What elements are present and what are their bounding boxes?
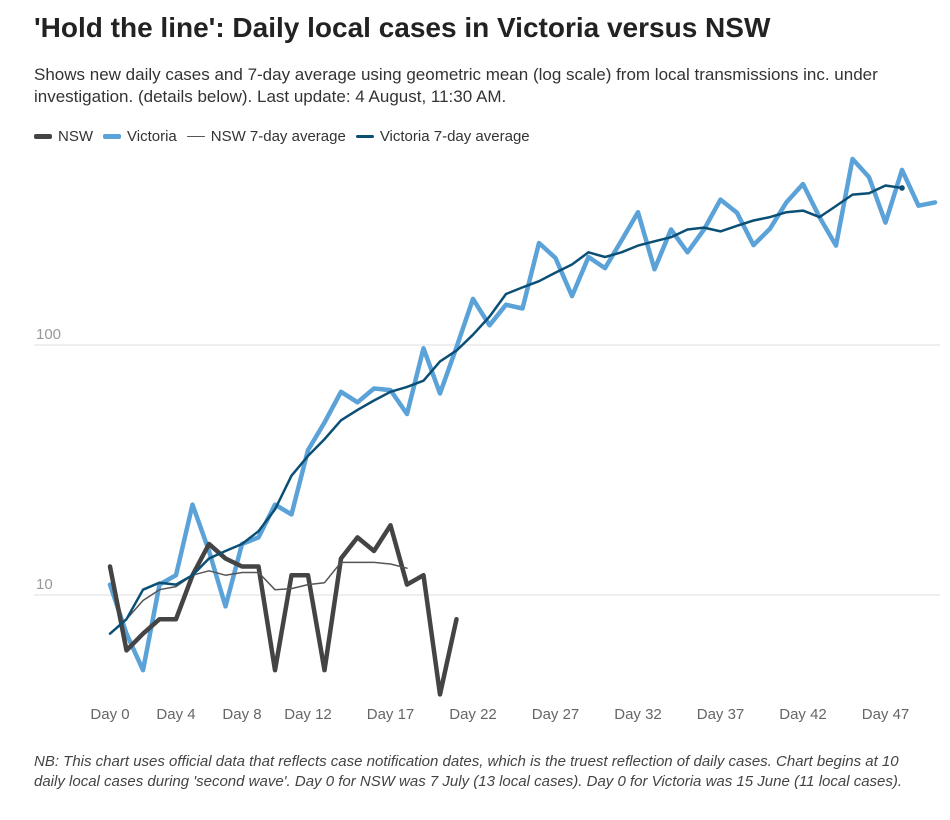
- series-line-victoria: [107, 156, 938, 673]
- chart-subtitle: Shows new daily cases and 7-day average …: [34, 65, 878, 106]
- legend: NSW Victoria NSW 7-day average Victoria …: [34, 128, 540, 145]
- legend-item-nsw-avg[interactable]: NSW 7-day average: [186, 128, 346, 145]
- legend-swatch-victoria: [103, 134, 121, 139]
- x-tick-label-day-17: Day 17: [367, 706, 415, 723]
- x-tick-label-day-22: Day 22: [449, 706, 497, 723]
- y-tick-label-10: 10: [36, 576, 53, 593]
- x-tick-label-day-12: Day 12: [284, 706, 332, 723]
- legend-label-nsw-avg: NSW 7-day average: [210, 128, 346, 145]
- chart-title: 'Hold the line': Daily local cases in Vi…: [34, 12, 771, 43]
- legend-item-victoria-avg[interactable]: Victoria 7-day average: [355, 128, 530, 145]
- legend-label-victoria-avg: Victoria 7-day average: [379, 128, 530, 145]
- victoria-avg-end-marker: [899, 185, 905, 191]
- legend-item-nsw[interactable]: NSW: [34, 128, 93, 145]
- series-line-victoria-avg: [108, 184, 904, 635]
- legend-swatch-nsw-avg: [186, 135, 205, 138]
- x-tick-label-day-4: Day 4: [156, 706, 195, 723]
- series-line-nsw: [107, 523, 459, 697]
- legend-item-victoria[interactable]: Victoria: [103, 128, 177, 145]
- legend-label-nsw: NSW: [58, 128, 93, 145]
- x-tick-label-day-47: Day 47: [862, 706, 910, 723]
- chart-plot: 10 100 Day 0 Day 4 Day 8 Day 12 Day 17 Day 22 Da…: [34, 156, 940, 723]
- chart-footnote: NB: This chart uses official data that r…: [34, 753, 903, 790]
- legend-swatch-nsw: [34, 134, 52, 139]
- x-tick-label-day-0: Day 0: [90, 706, 129, 723]
- x-tick-label-day-8: Day 8: [222, 706, 261, 723]
- y-tick-label-100: 100: [36, 326, 61, 343]
- x-tick-label-day-42: Day 42: [779, 706, 827, 723]
- legend-swatch-victoria-avg: [355, 135, 374, 138]
- x-tick-label-day-32: Day 32: [614, 706, 662, 723]
- x-tick-label-day-37: Day 37: [697, 706, 745, 723]
- x-tick-label-day-27: Day 27: [532, 706, 580, 723]
- legend-label-victoria: Victoria: [127, 128, 177, 145]
